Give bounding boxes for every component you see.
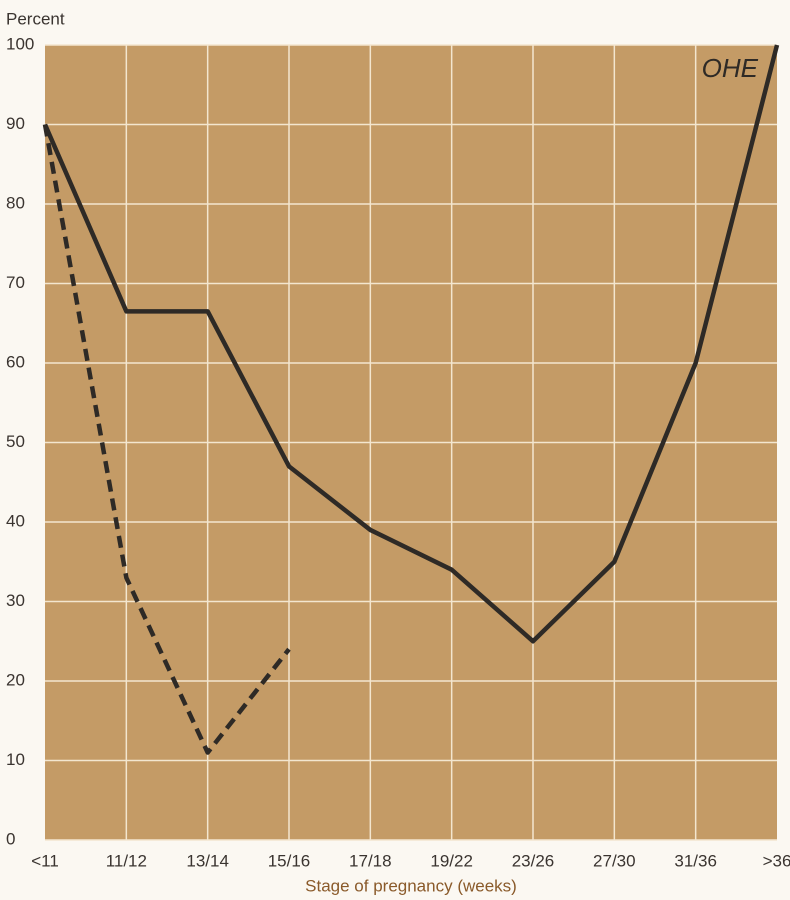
logo: OHE (702, 53, 759, 83)
x-tick-label: 13/14 (186, 851, 229, 870)
x-tick-label: 27/30 (593, 851, 636, 870)
data-line (42, 44, 780, 644)
y-tick-label: 20 (6, 670, 25, 689)
y-axis-label: Percent (6, 9, 65, 28)
y-tick-label: 50 (6, 432, 25, 451)
y-tick-label: 100 (6, 34, 34, 53)
x-tick-label: 11/12 (106, 851, 147, 870)
y-tick-label: 60 (6, 352, 25, 371)
x-tick-label: 23/26 (512, 851, 555, 870)
data-line (42, 124, 291, 755)
x-tick-label: 31/36 (674, 851, 717, 870)
x-tick-label: >36 (763, 851, 790, 870)
y-tick-label: 30 (6, 591, 25, 610)
x-axis-label: Stage of pregnancy (weeks) (305, 876, 517, 895)
x-tick-label: 15/16 (268, 851, 311, 870)
x-tick-label: 17/18 (349, 851, 392, 870)
x-tick-label: 19/22 (430, 851, 473, 870)
y-tick-label: 40 (6, 511, 25, 530)
y-tick-label: 10 (6, 750, 25, 769)
y-tick-label: 80 (6, 193, 25, 212)
y-tick-label: 0 (6, 829, 15, 848)
y-tick-label: 70 (6, 273, 25, 292)
y-tick-label: 90 (6, 114, 25, 133)
x-tick-label: <11 (31, 851, 59, 870)
